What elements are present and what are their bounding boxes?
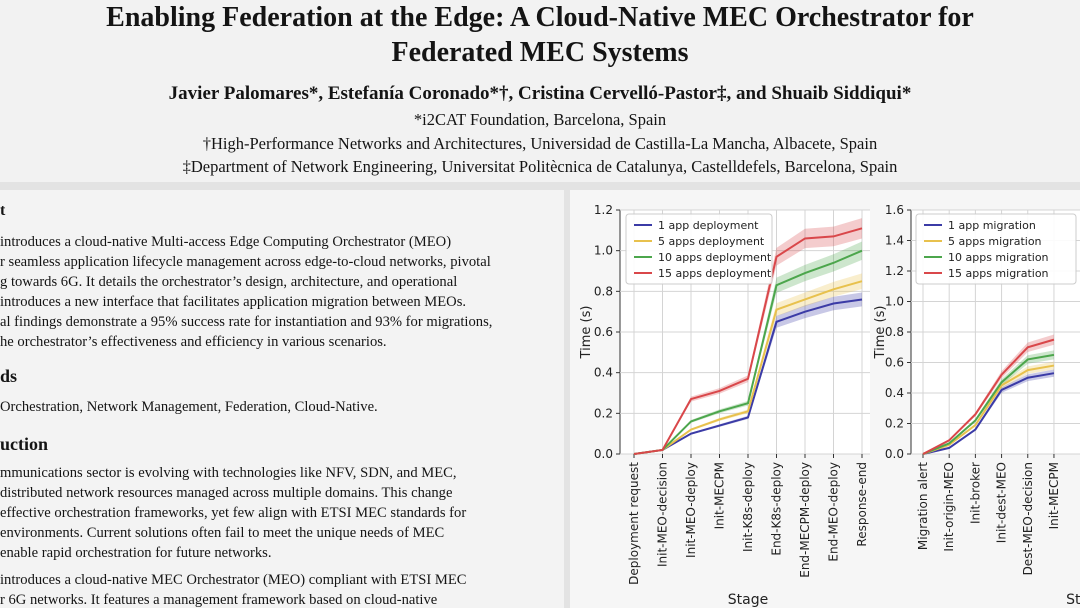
intro-line: introduces a cloud-native MEC Orchestrat… <box>0 572 467 588</box>
abstract-line: r seamless application lifecycle managem… <box>0 254 491 270</box>
series-line <box>922 353 1055 455</box>
migration-time-chart: 0.0 0.2 0.4 0.6 0.8 1.0 1.2 1.4 1.6 Migration ale… <box>873 203 1080 608</box>
intro-line: r 6G networks. It features a management … <box>0 592 438 608</box>
y-tick-label: 0.8 <box>885 325 904 339</box>
body-text-column: t introduces a cloud-native Multi-access… <box>0 190 564 608</box>
introduction-heading: uction <box>0 434 49 454</box>
y-tick-label: 0.4 <box>594 366 613 380</box>
y-tick-label: 1.6 <box>885 203 904 217</box>
abstract-line: al findings demonstrate a 95% success ra… <box>0 314 493 330</box>
legend-label: 10 apps migration <box>948 251 1049 264</box>
legend-label: 5 apps migration <box>948 235 1042 248</box>
author-list: Javier Palomares*, Estefanía Coronado*†,… <box>168 83 912 104</box>
deployment-time-chart: 0.0 0.2 0.4 0.6 0.8 1.0 1.2 Deployment request I… <box>579 203 870 608</box>
y-tick-label: 1.2 <box>594 203 613 217</box>
y-tick-label: 0.4 <box>885 386 904 400</box>
y-axis-label: Time (s) <box>579 306 594 360</box>
intro-line: distributed network resources managed ac… <box>0 485 453 501</box>
x-tick-label: Init-origin-MEO <box>942 462 956 552</box>
y-tick-label: 1.4 <box>885 234 904 248</box>
x-tick-label: Dest-MEO-decision <box>1021 462 1035 575</box>
intro-line: mmunications sector is evolving with tec… <box>0 465 457 481</box>
x-tick-label: Init-MECPM <box>713 462 727 529</box>
keywords-text: Orchestration, Network Management, Feder… <box>0 399 378 415</box>
paper-title-line-2: Federated MEC Systems <box>391 37 689 68</box>
legend-label: 1 app deployment <box>658 219 759 232</box>
figure-panel: 0.0 0.2 0.4 0.6 0.8 1.0 1.2 Deployment request I… <box>570 190 1080 608</box>
confidence-band <box>634 292 862 454</box>
affiliation-3: ‡Department of Network Engineering, Univ… <box>182 157 898 176</box>
keywords-heading: ds <box>0 366 18 386</box>
y-tick-label: 0.2 <box>594 406 613 420</box>
x-tick-label: End-MECPM-deploy <box>798 462 812 578</box>
legend-box <box>915 213 1077 285</box>
y-axis-label: Time (s) <box>873 306 888 360</box>
y-tick-label: 1.0 <box>594 244 613 258</box>
y-tick-label: 1.2 <box>885 264 904 278</box>
abstract-line: g towards 6G. It details the orchestrato… <box>0 274 458 290</box>
legend-label: 1 app migration <box>948 219 1036 232</box>
y-tick-label: 0.0 <box>885 447 904 461</box>
intro-line: environments. Current solutions often fa… <box>0 525 445 541</box>
x-tick-label: Init-MECPM <box>1047 462 1061 529</box>
x-tick-label: Init-broker <box>968 462 982 524</box>
affiliation-1: *i2CAT Foundation, Barcelona, Spain <box>413 110 667 129</box>
legend-label: 15 apps migration <box>948 267 1049 280</box>
paper-header: Enabling Federation at the Edge: A Cloud… <box>0 0 1080 182</box>
confidence-band <box>634 273 862 454</box>
intro-line: effective orchestration frameworks, yet … <box>0 505 467 521</box>
abstract-line: introduces a cloud-native Multi-access E… <box>0 234 452 250</box>
series-line <box>633 298 863 455</box>
y-tick-label: 0.0 <box>594 447 613 461</box>
y-tick-label: 0.8 <box>594 284 613 298</box>
x-tick-label: Migration alert <box>916 462 930 550</box>
x-tick-label: Deployment request <box>627 462 641 585</box>
series-line <box>633 227 863 455</box>
x-tick-label: Init-MEO-decision <box>656 462 670 567</box>
legend-label: 15 apps deployment <box>658 267 772 280</box>
x-tick-label: Init-dest-MEO <box>995 462 1009 543</box>
series-line <box>633 249 863 455</box>
confidence-band <box>923 369 1054 454</box>
x-tick-label: End-K8s-deploy <box>770 462 784 556</box>
x-tick-label: End-MEO-deploy <box>827 462 841 562</box>
confidence-band <box>923 361 1054 454</box>
x-tick-label: Init-MEO-deploy <box>684 462 698 558</box>
y-tick-label: 0.6 <box>594 325 613 339</box>
abstract-line: introduces a new interface that facilita… <box>0 294 467 310</box>
confidence-band <box>634 241 862 454</box>
x-axis-label: Stag <box>1066 592 1080 608</box>
series-line <box>922 372 1055 455</box>
x-tick-label: Response-end <box>855 462 869 547</box>
legend-label: 5 apps deployment <box>658 235 765 248</box>
y-tick-label: 0.6 <box>885 356 904 370</box>
intro-line: enable rapid orchestration for future ne… <box>0 545 272 561</box>
series-line <box>922 338 1055 455</box>
x-axis-label: Stage <box>728 592 768 608</box>
series-line <box>922 364 1055 455</box>
y-tick-label: 1.0 <box>885 295 904 309</box>
confidence-band <box>634 218 862 454</box>
abstract-line: he orchestrator’s effectiveness and effi… <box>0 334 387 350</box>
series-line <box>633 280 863 455</box>
abstract-heading: t <box>0 202 6 219</box>
x-tick-label: Init-K8s-deploy <box>741 462 755 552</box>
y-tick-label: 0.2 <box>885 417 904 431</box>
affiliation-2: †High-Performance Networks and Architect… <box>202 134 878 153</box>
paper-title-line-1: Enabling Federation at the Edge: A Cloud… <box>106 2 974 33</box>
legend-label: 10 apps deployment <box>658 251 772 264</box>
legend-box <box>625 213 773 285</box>
